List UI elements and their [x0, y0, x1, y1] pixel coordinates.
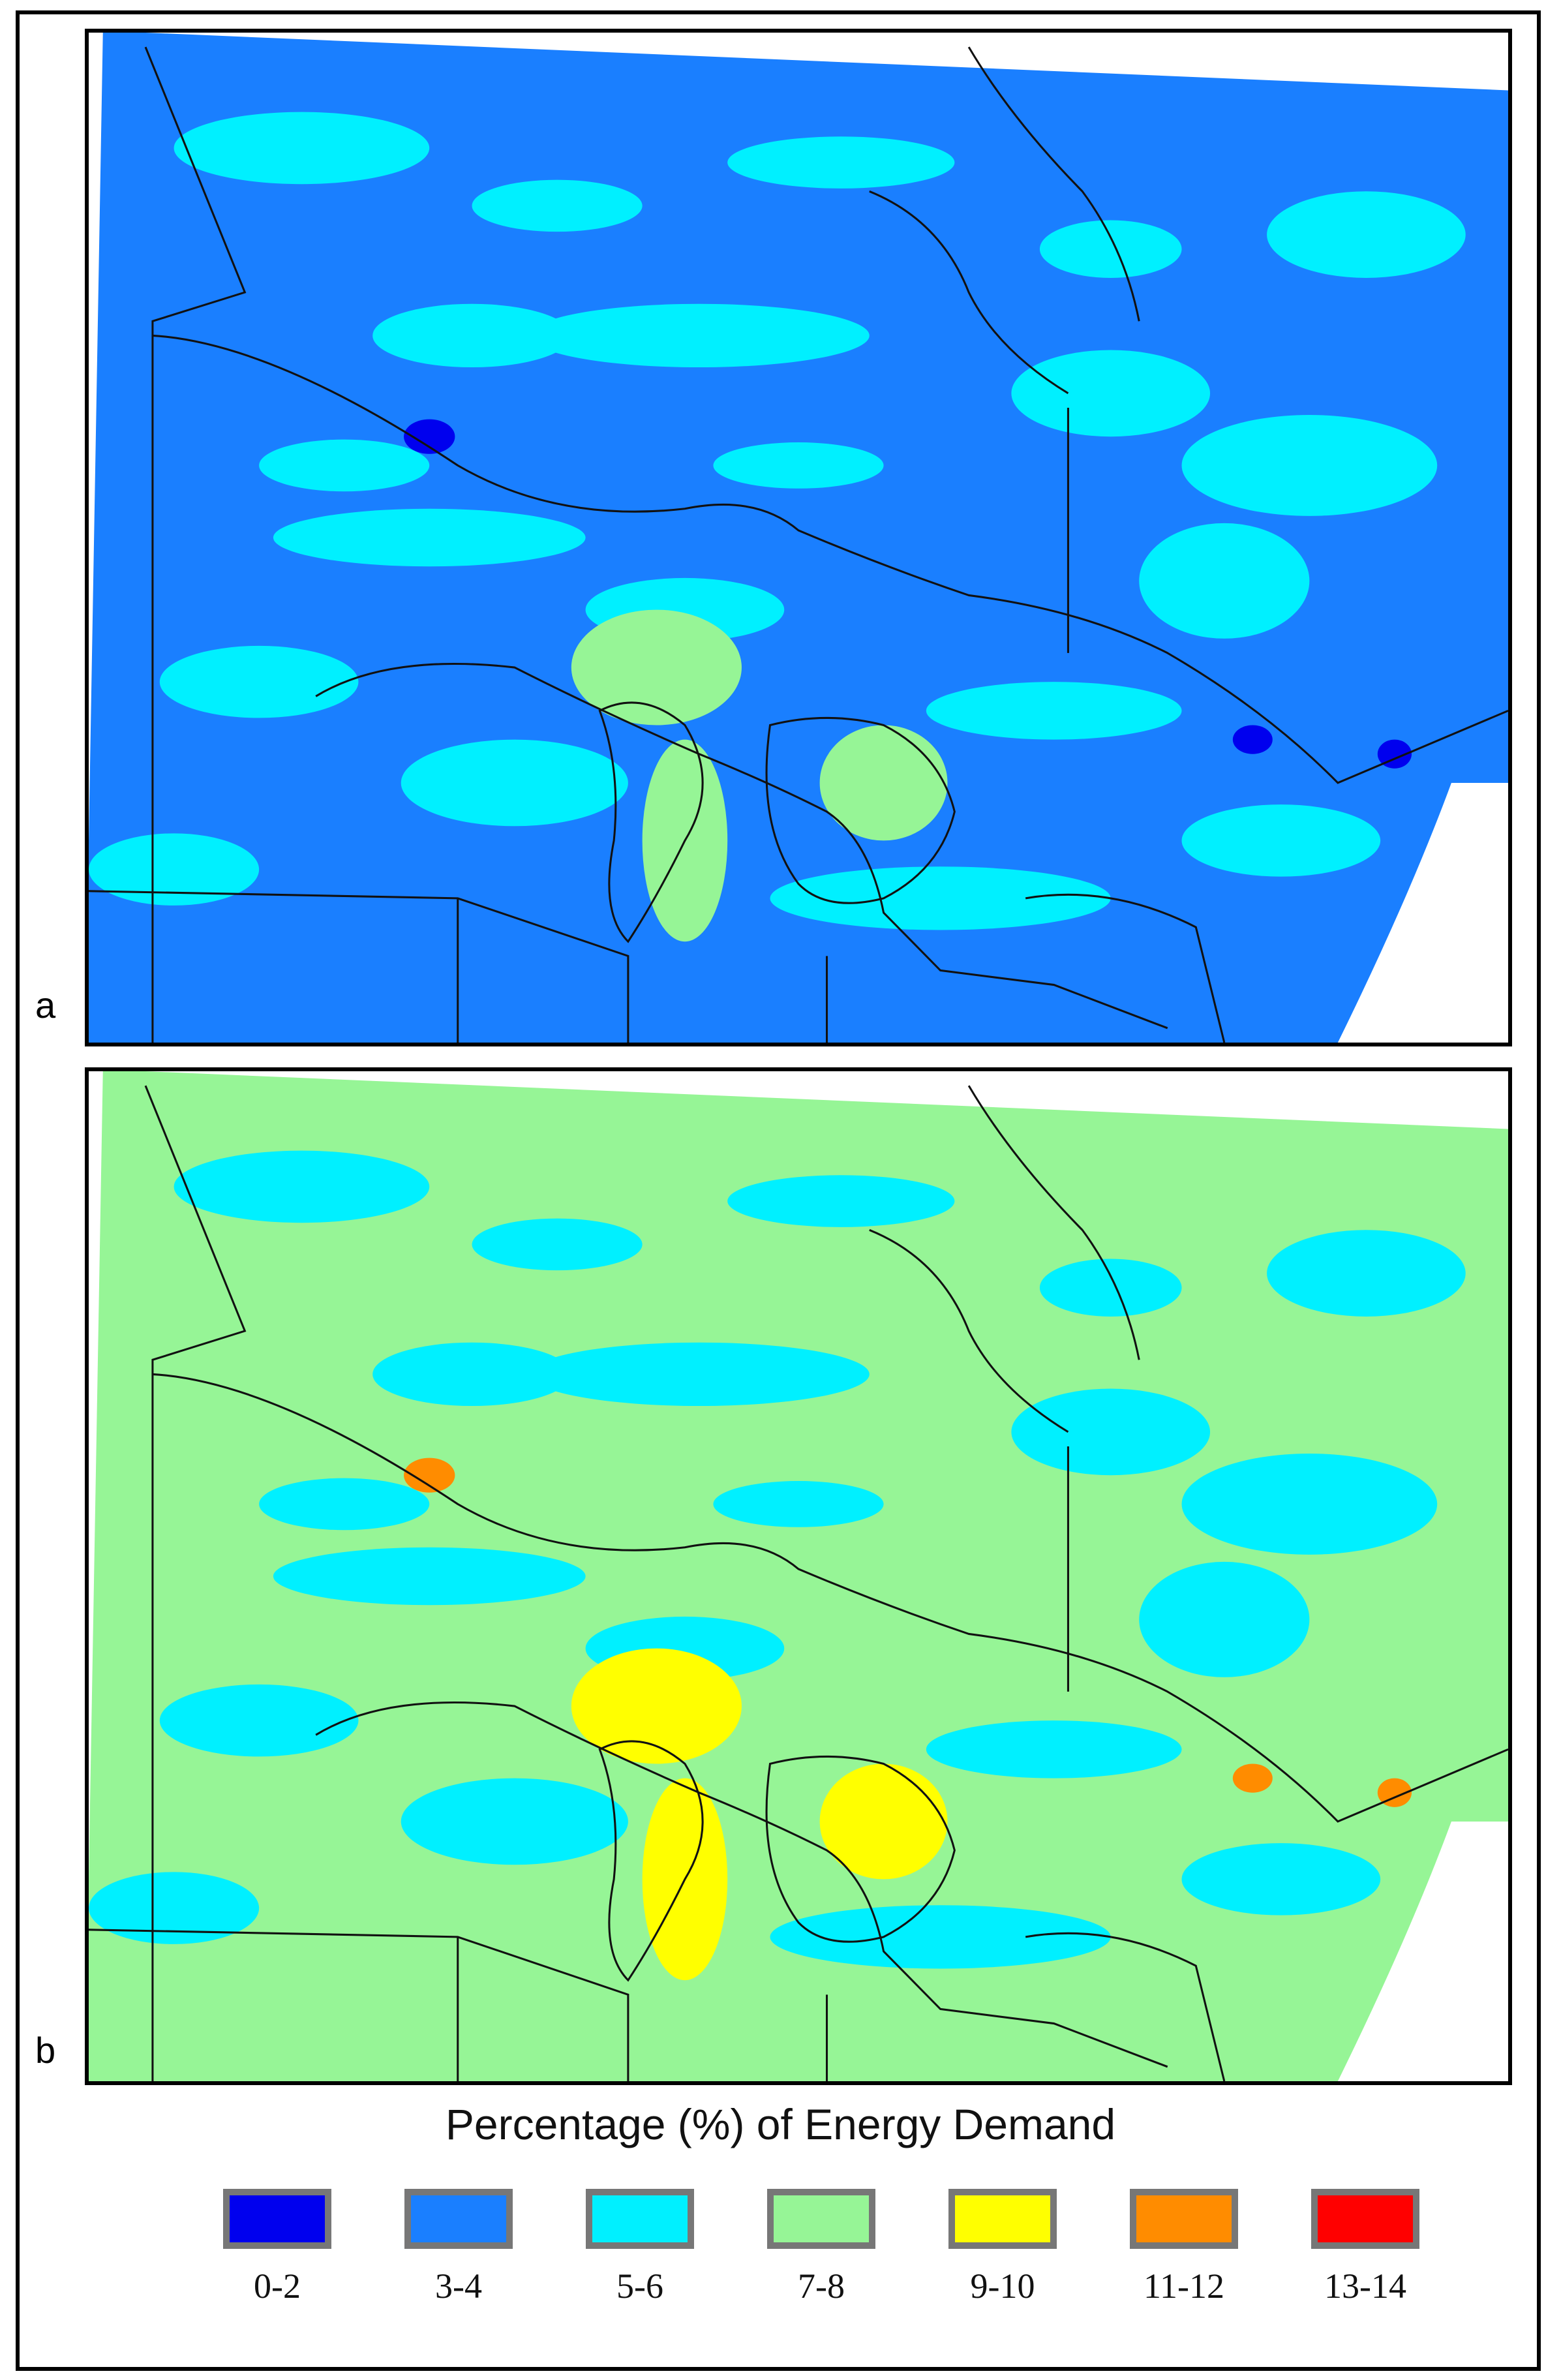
contour-patch — [1011, 350, 1211, 437]
map-panel-b — [85, 1067, 1512, 2085]
contour-patch — [273, 508, 586, 567]
contour-patch — [1181, 1454, 1438, 1555]
contour-spot — [1232, 725, 1273, 754]
contour-patch — [159, 645, 359, 718]
legend-label: 9-10 — [970, 2266, 1035, 2306]
map-panel-a — [85, 29, 1512, 1046]
contour-patch — [1181, 804, 1381, 877]
contour-patch — [1011, 1388, 1211, 1476]
legend-label: 11-12 — [1144, 2266, 1224, 2306]
contour-patch — [727, 136, 955, 189]
contour-patch — [1267, 1230, 1466, 1317]
contour-patch — [472, 1218, 643, 1271]
contour-patch — [1267, 191, 1466, 278]
contour-patch — [259, 439, 430, 492]
contour-hotspot — [571, 609, 742, 725]
legend-swatch — [1130, 2189, 1238, 2249]
energy-demand-map-b — [89, 1071, 1508, 2081]
contour-patch — [472, 179, 643, 232]
contour-patch — [401, 1778, 628, 1865]
contour-spot — [404, 419, 455, 454]
contour-patch — [1039, 1259, 1182, 1317]
legend-item-0-2: 0-2 — [222, 2189, 333, 2306]
contour-spot — [1377, 739, 1412, 769]
panel-label-b: b — [35, 2030, 56, 2071]
legend-swatch — [767, 2189, 875, 2249]
contour-patch — [770, 866, 1111, 930]
contour-hotspot — [819, 725, 948, 841]
contour-spot — [1232, 1763, 1273, 1793]
contour-spot — [404, 1457, 455, 1493]
contour-patch — [1181, 1843, 1381, 1915]
contour-spot — [1377, 1778, 1412, 1807]
contour-patch — [372, 1342, 571, 1407]
contour-patch — [372, 303, 571, 368]
contour-patch — [727, 1175, 955, 1227]
legend-item-5-6: 5-6 — [584, 2189, 695, 2306]
legend-label: 3-4 — [435, 2266, 482, 2306]
legend-item-13-14: 13-14 — [1310, 2189, 1421, 2306]
contour-patch — [1039, 220, 1182, 278]
panel-label-a: a — [35, 984, 56, 1026]
legend-label: 5-6 — [616, 2266, 663, 2306]
legend-label: 13-14 — [1324, 2266, 1406, 2306]
legend-title: Percentage (%) of Energy Demand — [445, 2100, 1116, 2148]
contour-patch — [926, 682, 1182, 740]
contour-patch — [174, 112, 430, 185]
contour-patch — [713, 442, 884, 489]
contour-patch — [1139, 1561, 1310, 1677]
contour-patch — [770, 1905, 1111, 1969]
contour-patch — [259, 1478, 430, 1531]
legend-swatch — [223, 2189, 331, 2249]
contour-patch — [713, 1481, 884, 1527]
legend: 0-2 3-4 5-6 7-8 9-10 11-12 13-14 — [222, 2189, 1422, 2319]
legend-label: 7-8 — [798, 2266, 845, 2306]
contour-patch — [174, 1150, 430, 1223]
contour-patch — [401, 739, 628, 827]
legend-item-3-4: 3-4 — [403, 2189, 514, 2306]
legend-swatch — [404, 2189, 513, 2249]
legend-item-7-8: 7-8 — [766, 2189, 877, 2306]
contour-patch — [89, 833, 260, 906]
contour-patch — [926, 1720, 1182, 1778]
contour-patch — [1139, 523, 1310, 639]
contour-hotspot — [571, 1648, 742, 1764]
energy-demand-map-a — [89, 33, 1508, 1043]
contour-patch — [528, 303, 870, 368]
legend-item-11-12: 11-12 — [1129, 2189, 1239, 2306]
legend-swatch — [948, 2189, 1057, 2249]
legend-swatch — [586, 2189, 694, 2249]
contour-patch — [273, 1547, 586, 1606]
legend-label: 0-2 — [254, 2266, 301, 2306]
contour-patch — [159, 1684, 359, 1757]
contour-patch — [89, 1872, 260, 1944]
contour-patch — [1181, 415, 1438, 516]
legend-item-9-10: 9-10 — [947, 2189, 1058, 2306]
contour-patch — [528, 1342, 870, 1407]
contour-hotspot — [819, 1763, 948, 1880]
legend-swatch — [1311, 2189, 1419, 2249]
